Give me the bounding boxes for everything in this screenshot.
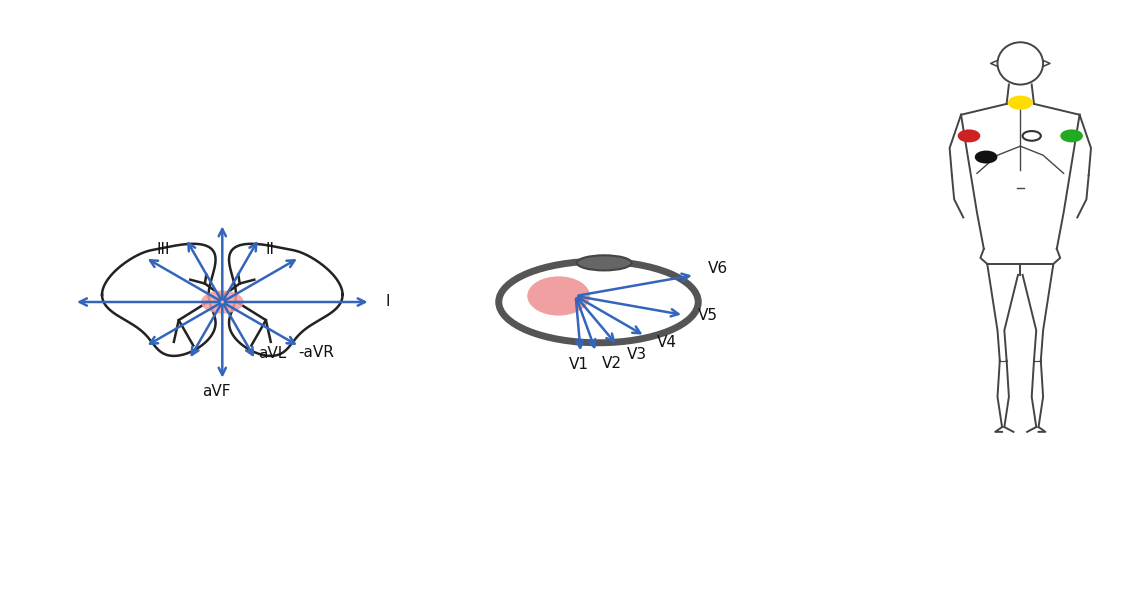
Text: III: III xyxy=(156,242,170,257)
Text: aVF: aVF xyxy=(203,384,230,399)
Ellipse shape xyxy=(577,255,632,271)
Circle shape xyxy=(202,291,243,313)
Text: -aVR: -aVR xyxy=(299,345,334,360)
Text: II: II xyxy=(266,242,275,257)
Text: I: I xyxy=(385,295,390,309)
Ellipse shape xyxy=(527,277,591,315)
Text: V6: V6 xyxy=(708,262,728,277)
Text: V4: V4 xyxy=(657,335,676,350)
Circle shape xyxy=(1061,130,1082,141)
Circle shape xyxy=(976,152,996,162)
Circle shape xyxy=(1009,97,1032,109)
Text: V3: V3 xyxy=(627,347,646,362)
Text: V5: V5 xyxy=(698,307,717,323)
Text: aVL: aVL xyxy=(259,346,287,361)
Circle shape xyxy=(1023,131,1041,141)
Circle shape xyxy=(959,130,979,141)
Text: V1: V1 xyxy=(569,356,589,371)
Text: V2: V2 xyxy=(602,356,622,371)
